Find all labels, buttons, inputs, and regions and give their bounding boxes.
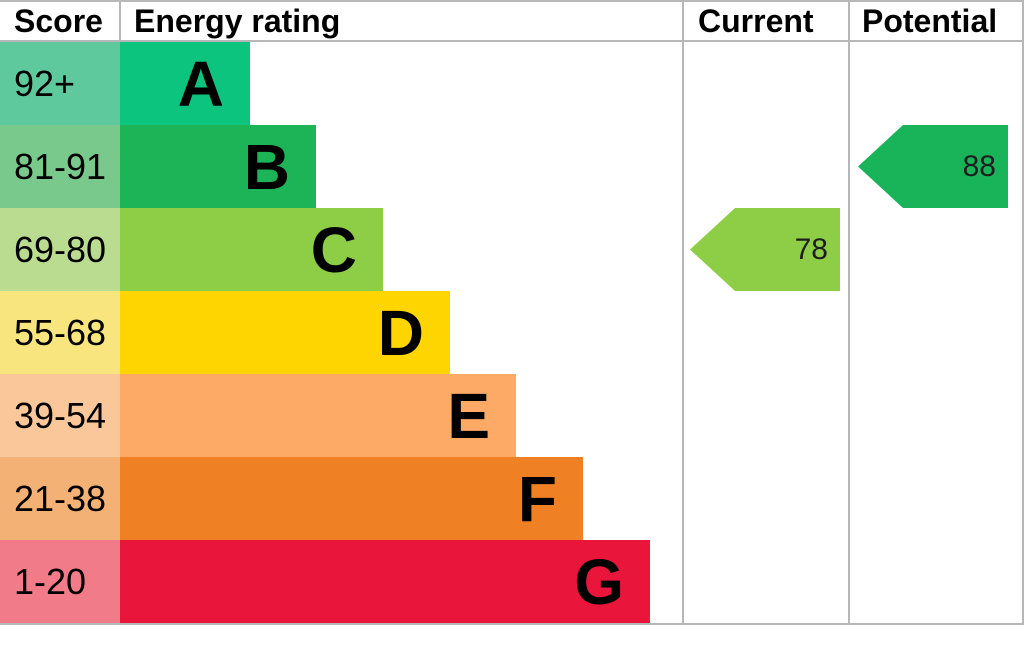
potential-rating-value: 88: [962, 149, 996, 183]
right-border: [1022, 0, 1024, 625]
score-range-label: 92+: [14, 62, 76, 104]
band-row-d: 55-68 D: [0, 291, 1024, 374]
score-cell: 92+: [0, 42, 120, 125]
band-letter: C: [310, 213, 357, 286]
score-cell: 1-20: [0, 540, 120, 623]
score-cell: 39-54: [0, 374, 120, 457]
current-potential-divider: [848, 0, 850, 625]
score-cell: 55-68: [0, 291, 120, 374]
score-range-label: 55-68: [14, 311, 107, 353]
potential-header: Potential: [862, 2, 998, 39]
band-bar: G: [120, 540, 650, 623]
score-cell: 69-80: [0, 208, 120, 291]
energy-current-divider: [682, 0, 684, 625]
band-row-e: 39-54 E: [0, 374, 1024, 457]
band-row-g: 1-20 G: [0, 540, 1024, 623]
score-range-label: 39-54: [14, 394, 107, 436]
band-bar: B: [120, 125, 316, 208]
band-row-a: 92+ A: [0, 42, 1024, 125]
score-energy-divider: [119, 0, 121, 42]
score-range-label: 1-20: [14, 560, 87, 602]
band-row-c: 69-80 C: [0, 208, 1024, 291]
score-header: Score: [14, 2, 103, 39]
band-bar: E: [120, 374, 516, 457]
band-row-f: 21-38 F: [0, 457, 1024, 540]
band-bar: A: [120, 42, 250, 125]
energy-rating-header: Energy rating: [134, 2, 341, 39]
top-border: [0, 0, 1024, 2]
score-range-label: 81-91: [14, 145, 107, 187]
band-letter: B: [243, 130, 290, 203]
band-bar: C: [120, 208, 383, 291]
band-bar: F: [120, 457, 583, 540]
current-header: Current: [698, 2, 814, 39]
header-bottom-border: [0, 40, 1024, 42]
score-cell: 81-91: [0, 125, 120, 208]
score-cell: 21-38: [0, 457, 120, 540]
band-bar: D: [120, 291, 450, 374]
band-row-b: 81-91 B: [0, 125, 1024, 208]
band-letter: G: [574, 545, 624, 618]
score-range-label: 69-80: [14, 228, 107, 270]
band-letter: D: [377, 296, 424, 369]
band-letter: F: [517, 462, 557, 535]
band-letter: A: [177, 47, 224, 120]
score-range-label: 21-38: [14, 477, 107, 519]
table-bottom-border: [0, 623, 1024, 625]
band-letter: E: [447, 379, 490, 452]
current-rating-value: 78: [794, 232, 828, 266]
